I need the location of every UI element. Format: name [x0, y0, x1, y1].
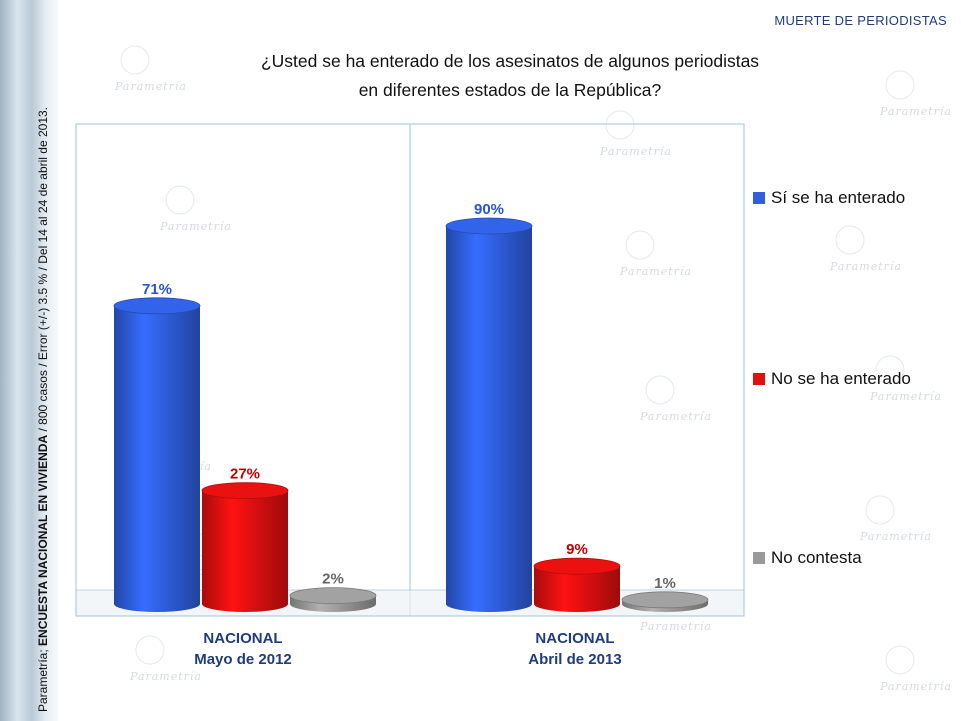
legend-swatch [753, 552, 765, 564]
category-label: NACIONAL [535, 630, 614, 647]
category-label: Mayo de 2012 [194, 651, 292, 668]
chart-title-line2: en diferentes estados de la República? [358, 80, 662, 100]
bar-no-0 [201, 482, 289, 612]
bar-body [202, 490, 288, 612]
watermark-text: Parametría [159, 220, 232, 233]
legend-swatch [753, 192, 765, 204]
watermark-text: Parametría [869, 390, 942, 403]
bar-no-contesta-1 [621, 591, 709, 612]
chart-title-line1: ¿Usted se ha enterado de los asesinatos … [260, 51, 760, 71]
value-label: 2% [322, 571, 344, 588]
bar-body [446, 226, 532, 612]
category-label: Abril de 2013 [528, 651, 621, 668]
background-watermark: Parametría Parametría Parametría Parametría… [114, 45, 952, 693]
watermark-text: Parametría [599, 145, 672, 158]
legend-swatch [753, 373, 765, 385]
watermark-circle [885, 70, 915, 100]
bar-no-contesta-0 [289, 587, 377, 612]
bar-top [533, 557, 621, 575]
value-label: 27% [230, 466, 260, 483]
legend-item: No se ha enterado [753, 369, 911, 389]
watermark-circle [865, 495, 895, 525]
watermark-circle [135, 635, 165, 665]
value-label: 9% [566, 541, 588, 558]
bar-si-0 [113, 297, 201, 612]
watermark-circle [645, 375, 675, 405]
watermark-circle [605, 110, 635, 140]
bar-si-1 [445, 217, 533, 612]
bar-body [114, 305, 200, 612]
category-labels: NACIONAL Mayo de 2012 NACIONAL Abril de 201… [194, 630, 621, 668]
bar-top [445, 217, 533, 235]
value-label: 90% [474, 201, 504, 218]
bar-top [113, 297, 201, 315]
bar-top [289, 587, 377, 604]
watermark-text: Parametría [829, 260, 902, 273]
watermark-text: Parametría [879, 105, 952, 118]
watermark-circle [625, 230, 655, 260]
watermark-circle [120, 45, 150, 75]
watermark-circle [885, 645, 915, 675]
chart-title: ¿Usted se ha enterado de los asesinatos … [200, 47, 820, 105]
bar-no-1 [533, 557, 621, 612]
section-tag: MUERTE DE PERIODISTAS [774, 13, 947, 28]
watermark-circle [165, 185, 195, 215]
legend-item: No contesta [753, 548, 862, 568]
watermark-text: Parametría [879, 680, 952, 693]
watermark-circle [835, 225, 865, 255]
watermark-text: Parametría [129, 670, 202, 683]
value-label: 71% [142, 281, 172, 298]
watermark-text: Parametría [639, 620, 712, 633]
category-label: NACIONAL [203, 630, 282, 647]
value-labels: 71% 27% 2% 90% 9% 1% [142, 201, 676, 592]
value-label: 1% [654, 575, 676, 592]
watermark-text: Parametría [619, 265, 692, 278]
legend-label: Sí se ha enterado [771, 188, 906, 207]
bar-top [201, 482, 289, 500]
chart-bars [113, 217, 709, 612]
decorative-side-strip [0, 0, 58, 721]
bar-top [621, 591, 709, 609]
bar-body [534, 566, 620, 612]
watermark-circle [875, 355, 905, 385]
watermark-text: Parametría [114, 80, 187, 93]
watermark-text: Parametría [639, 410, 712, 423]
legend-label: No contesta [771, 548, 862, 567]
legend-item: Sí se ha enterado [753, 188, 905, 208]
watermark-text: Parametría [859, 530, 932, 543]
legend-label: No se ha enterado [771, 369, 911, 388]
